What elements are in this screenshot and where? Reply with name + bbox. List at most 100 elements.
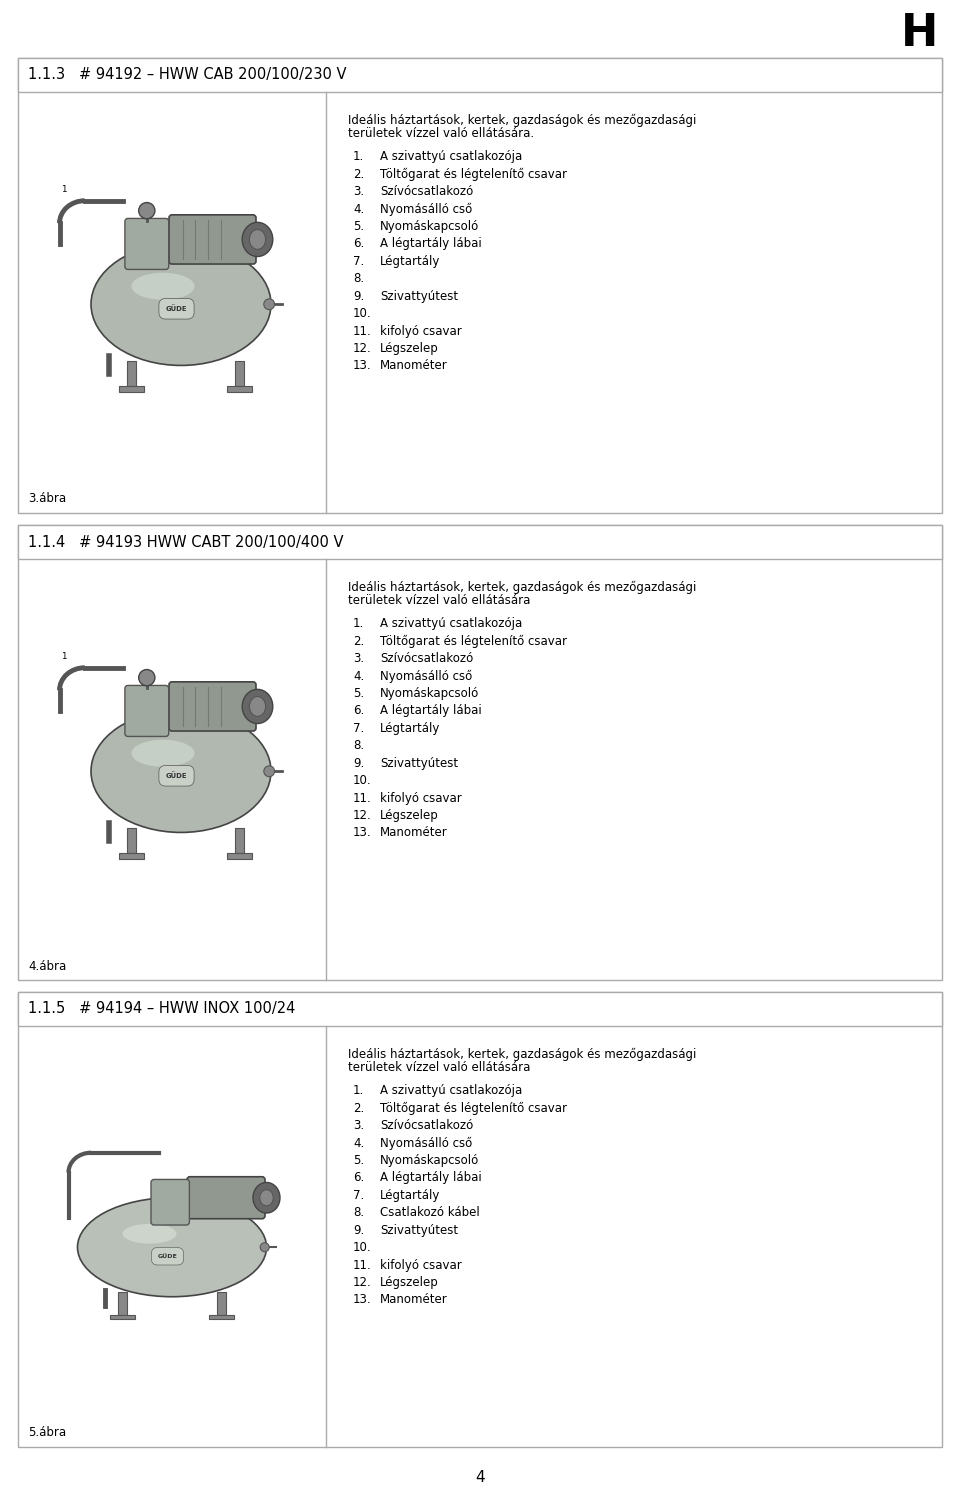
Bar <box>119 854 144 858</box>
Bar <box>18 524 942 980</box>
Text: 5.: 5. <box>353 688 364 700</box>
Ellipse shape <box>250 229 266 249</box>
Text: 7.: 7. <box>353 722 364 736</box>
Text: Nyomásálló cső: Nyomásálló cső <box>380 1137 472 1150</box>
FancyBboxPatch shape <box>169 682 256 731</box>
Bar <box>209 1315 234 1320</box>
Circle shape <box>138 202 155 219</box>
Ellipse shape <box>242 689 273 724</box>
Text: 11.: 11. <box>353 1258 372 1272</box>
Text: A szivattyú csatlakozója: A szivattyú csatlakozója <box>380 1085 522 1098</box>
Bar <box>18 992 942 1026</box>
Text: kifolyó csavar: kifolyó csavar <box>380 791 462 804</box>
Ellipse shape <box>260 1189 274 1206</box>
Text: 11.: 11. <box>353 325 372 337</box>
Text: Légtartály: Légtartály <box>380 255 441 268</box>
Text: GÜDE: GÜDE <box>166 773 187 779</box>
Text: Szívócsatlakozó: Szívócsatlakozó <box>380 186 473 198</box>
FancyBboxPatch shape <box>169 214 256 264</box>
FancyBboxPatch shape <box>151 1179 189 1225</box>
Text: 1.1.4   # 94193 HWW CABT 200/100/400 V: 1.1.4 # 94193 HWW CABT 200/100/400 V <box>28 535 344 550</box>
Text: 2.: 2. <box>353 635 364 647</box>
Text: Légszelep: Légszelep <box>380 1276 439 1288</box>
Text: 2.: 2. <box>353 168 364 181</box>
Text: 5.: 5. <box>353 220 364 234</box>
Text: 10.: 10. <box>353 774 372 786</box>
Text: 1: 1 <box>61 653 67 662</box>
Text: GÜDE: GÜDE <box>157 1254 178 1258</box>
FancyBboxPatch shape <box>125 219 169 270</box>
Text: területek vízzel való ellátására: területek vízzel való ellátására <box>348 1061 530 1074</box>
Text: Töltőgarat és légtelenítő csavar: Töltőgarat és légtelenítő csavar <box>380 1101 567 1115</box>
Text: 1.1.5   # 94194 – HWW INOX 100/24: 1.1.5 # 94194 – HWW INOX 100/24 <box>28 1002 296 1017</box>
Text: A szivattyú csatlakozója: A szivattyú csatlakozója <box>380 617 522 631</box>
Bar <box>217 1293 226 1315</box>
Text: 9.: 9. <box>353 1224 364 1237</box>
Bar <box>18 992 942 1447</box>
Bar <box>235 361 244 386</box>
Text: Nyomásálló cső: Nyomásálló cső <box>380 202 472 216</box>
Text: 12.: 12. <box>353 1276 372 1288</box>
Bar <box>109 1315 135 1320</box>
Text: Szívócsatlakozó: Szívócsatlakozó <box>380 652 473 665</box>
Text: 2.: 2. <box>353 1101 364 1115</box>
Text: Légtartály: Légtartály <box>380 1189 441 1201</box>
Text: A légtartály lábai: A légtartály lábai <box>380 704 482 718</box>
Ellipse shape <box>132 273 195 300</box>
Circle shape <box>264 765 275 776</box>
Text: 8.: 8. <box>353 740 364 752</box>
Text: 1.: 1. <box>353 617 364 631</box>
Text: Ideális háztartások, kertek, gazdaságok és mezőgazdasági: Ideális háztartások, kertek, gazdaságok … <box>348 1049 696 1061</box>
Text: 4.: 4. <box>353 1137 364 1149</box>
Text: 1.1.3   # 94192 – HWW CAB 200/100/230 V: 1.1.3 # 94192 – HWW CAB 200/100/230 V <box>28 67 347 82</box>
Text: 13.: 13. <box>353 827 372 839</box>
Text: 3.ábra: 3.ábra <box>28 493 66 505</box>
Text: Légtartály: Légtartály <box>380 722 441 736</box>
Text: 12.: 12. <box>353 342 372 355</box>
Ellipse shape <box>91 710 271 833</box>
Text: 10.: 10. <box>353 307 372 321</box>
Circle shape <box>260 1243 269 1252</box>
Circle shape <box>138 670 155 686</box>
Text: Szívócsatlakozó: Szívócsatlakozó <box>380 1119 473 1132</box>
FancyBboxPatch shape <box>125 686 169 737</box>
Text: A légtartály lábai: A légtartály lábai <box>380 238 482 250</box>
Text: Nyomáskapcsoló: Nyomáskapcsoló <box>380 1153 479 1167</box>
Text: Szivattyútest: Szivattyútest <box>380 1224 458 1237</box>
Text: 4.: 4. <box>353 202 364 216</box>
Text: Manométer: Manométer <box>380 360 447 373</box>
Text: Légszelep: Légszelep <box>380 809 439 822</box>
Ellipse shape <box>91 243 271 366</box>
Text: Nyomáskapcsoló: Nyomáskapcsoló <box>380 688 479 700</box>
Text: 8.: 8. <box>353 1206 364 1219</box>
Text: területek vízzel való ellátására.: területek vízzel való ellátására. <box>348 127 534 141</box>
Text: A szivattyú csatlakozója: A szivattyú csatlakozója <box>380 150 522 163</box>
Text: kifolyó csavar: kifolyó csavar <box>380 1258 462 1272</box>
Text: 12.: 12. <box>353 809 372 822</box>
Text: 4: 4 <box>475 1471 485 1486</box>
Text: 4.: 4. <box>353 670 364 683</box>
Ellipse shape <box>253 1182 280 1213</box>
Text: 7.: 7. <box>353 255 364 268</box>
Bar <box>127 361 136 386</box>
Ellipse shape <box>123 1224 177 1243</box>
Bar <box>119 386 144 391</box>
Text: Manométer: Manométer <box>380 1293 447 1306</box>
Text: Szivattyútest: Szivattyútest <box>380 289 458 303</box>
Ellipse shape <box>250 697 266 716</box>
Text: Nyomáskapcsoló: Nyomáskapcsoló <box>380 220 479 234</box>
Circle shape <box>264 298 275 310</box>
Text: 9.: 9. <box>353 289 364 303</box>
Text: 6.: 6. <box>353 704 364 718</box>
Text: Manométer: Manométer <box>380 827 447 839</box>
Bar <box>227 386 252 391</box>
Text: Ideális háztartások, kertek, gazdaságok és mezőgazdasági: Ideális háztartások, kertek, gazdaságok … <box>348 114 696 127</box>
Text: 4.ábra: 4.ábra <box>28 960 66 972</box>
Text: Töltőgarat és légtelenítő csavar: Töltőgarat és légtelenítő csavar <box>380 168 567 181</box>
Text: 13.: 13. <box>353 1293 372 1306</box>
Text: Szivattyútest: Szivattyútest <box>380 756 458 770</box>
Text: 10.: 10. <box>353 1242 372 1254</box>
Text: 6.: 6. <box>353 1171 364 1185</box>
Text: kifolyó csavar: kifolyó csavar <box>380 325 462 337</box>
Bar <box>227 854 252 858</box>
